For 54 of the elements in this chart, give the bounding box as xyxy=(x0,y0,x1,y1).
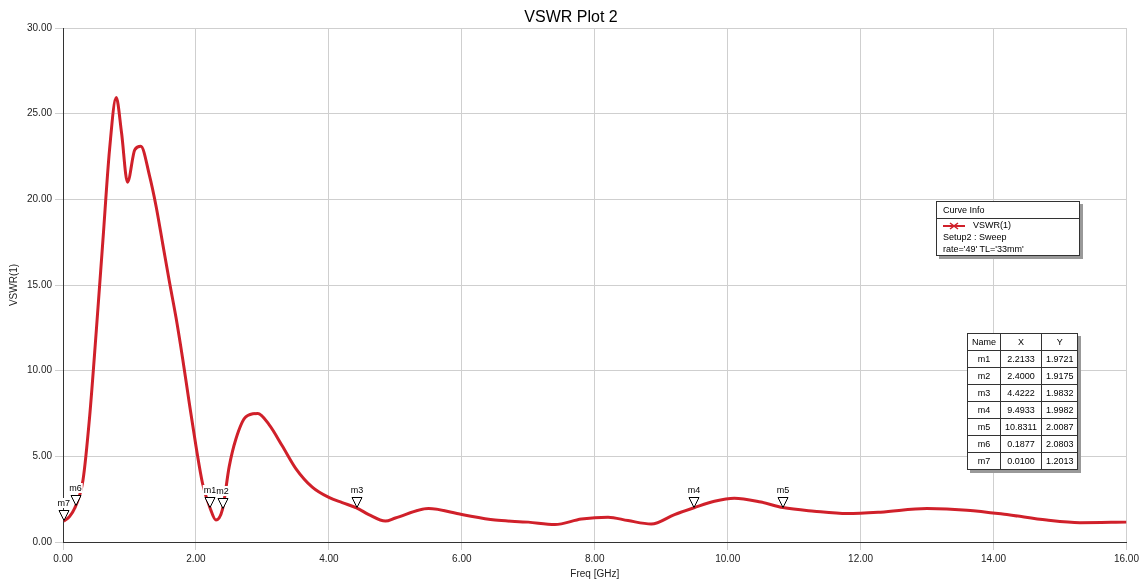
y-axis-title: VSWR(1) xyxy=(7,263,19,307)
annotation: Y xyxy=(1041,333,1078,351)
y-tick-label: 25.00 xyxy=(26,107,53,119)
x-tick-label: 4.00 xyxy=(319,552,340,564)
annotation: rate='49' TL='33mm' xyxy=(942,243,1025,255)
annotation: Name xyxy=(967,333,1001,351)
y-tick-label: 10.00 xyxy=(26,364,53,376)
annotation: X xyxy=(1000,333,1042,351)
y-tick-label: 5.00 xyxy=(32,450,53,462)
annotation: 2.0803 xyxy=(1041,435,1078,453)
annotation: m1 xyxy=(202,485,218,496)
x-tick-label: 6.00 xyxy=(452,552,472,564)
annotation: 1.9832 xyxy=(1041,384,1078,402)
y-tick-label: 20.00 xyxy=(26,193,53,205)
x-tick-label: 14.00 xyxy=(981,552,1007,564)
chart-title: VSWR Plot 2 xyxy=(524,8,618,25)
text: m2 xyxy=(977,371,991,381)
y-tick-label: 30.00 xyxy=(26,21,53,33)
annotation: 2.0087 xyxy=(1041,418,1078,436)
annotation: 1.9721 xyxy=(1041,350,1078,368)
x-tick-label: 8.00 xyxy=(585,552,605,564)
legend-title: Curve Info xyxy=(937,202,1079,219)
x-tick-label: 2.00 xyxy=(186,552,207,564)
text: m7 xyxy=(977,456,991,466)
annotation: m5 xyxy=(775,484,791,495)
annotation: 2.4000 xyxy=(1000,367,1042,385)
text: m4 xyxy=(977,405,991,415)
annotation: m7 xyxy=(56,498,71,509)
annotation: 2.2133 xyxy=(1000,350,1042,368)
annotation: 10.8311 xyxy=(1000,418,1042,436)
annotation: 9.4933 xyxy=(1000,401,1042,419)
text: m6 xyxy=(977,439,991,449)
annotation: Setup2 : Sweep xyxy=(942,231,1008,243)
annotation: 4.4222 xyxy=(1000,384,1042,402)
y-tick-label: 0.00 xyxy=(32,535,53,547)
annotation: 1.2013 xyxy=(1041,452,1078,470)
annotation: 0.1877 xyxy=(1000,435,1042,453)
annotation: m6 xyxy=(68,483,83,494)
y-tick-label: 15.00 xyxy=(26,278,53,290)
annotation: 1.9982 xyxy=(1041,401,1078,419)
x-axis-title: Freq [GHz] xyxy=(570,567,620,579)
text: m3 xyxy=(977,388,991,398)
annotation: m4 xyxy=(686,484,702,495)
text: m1 xyxy=(977,354,991,364)
legend-label: VSWR(1) xyxy=(973,220,1011,230)
x-tick-label: 10.00 xyxy=(715,552,741,564)
annotation: 1.9175 xyxy=(1041,367,1078,385)
annotation: m3 xyxy=(349,485,365,496)
annotation: m2 xyxy=(215,486,230,497)
x-tick-label: 12.00 xyxy=(848,552,874,564)
annotation: 0.0100 xyxy=(1000,452,1042,470)
x-tick-label: 0.00 xyxy=(53,552,74,564)
text: m5 xyxy=(977,422,991,432)
x-tick-label: 16.00 xyxy=(1113,552,1140,564)
